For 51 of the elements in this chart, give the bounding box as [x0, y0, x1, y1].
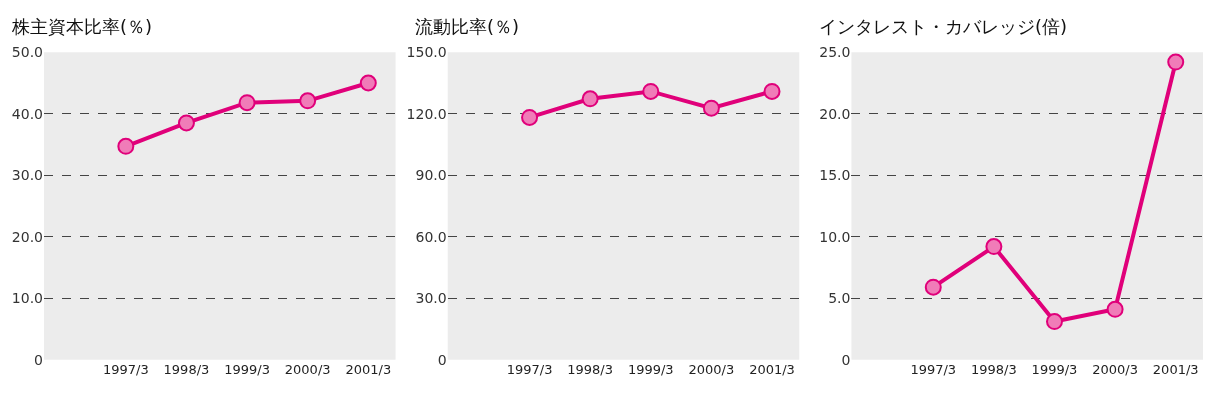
y-tick-label: 150.0: [406, 44, 447, 61]
point: [359, 74, 377, 92]
y-tick-label: 5.0: [828, 290, 851, 307]
y-tick-label: 120.0: [406, 105, 447, 122]
x-tick-label: 2001/3: [345, 361, 392, 377]
point: [642, 82, 660, 100]
x-tick-label: 1999/3: [224, 361, 270, 377]
point: [1106, 300, 1124, 318]
y-tick-label: 30.0: [11, 167, 43, 184]
point: [1167, 53, 1185, 71]
x-tick-label: 1999/3: [627, 361, 674, 377]
point: [581, 90, 599, 108]
x-tick-label: 1999/3: [1031, 361, 1078, 377]
chart-title: インタレスト・カバレッジ(倍): [819, 16, 1068, 37]
y-tick-label: 10.0: [819, 228, 851, 245]
y-tick-label: 0: [841, 351, 851, 368]
x-tick-label: 1998/3: [567, 361, 614, 377]
y-tick-label: 0: [34, 351, 43, 368]
x-tick-label: 1997/3: [102, 361, 149, 377]
point: [702, 99, 720, 117]
point: [1046, 313, 1063, 331]
x-tick-label: 2000/3: [284, 361, 331, 377]
chart-title: 株主資本比率(％): [11, 16, 153, 37]
point: [177, 114, 195, 132]
x-tick-label: 2000/3: [688, 361, 735, 377]
x-tick-label: 2001/3: [749, 361, 795, 377]
point: [117, 137, 135, 155]
y-tick-label: 15.0: [819, 167, 851, 184]
x-tick-label: 2000/3: [1092, 361, 1138, 377]
point: [924, 278, 942, 296]
point: [763, 82, 781, 100]
y-tick-label: 20.0: [11, 228, 43, 245]
x-tick-label: 1997/3: [506, 361, 553, 377]
point: [985, 238, 1003, 256]
y-tick-label: 90.0: [415, 167, 447, 184]
point: [521, 108, 539, 126]
x-tick-label: 1998/3: [163, 361, 210, 377]
chart-title: 流動比率(％): [415, 16, 520, 37]
y-tick-label: 60.0: [415, 228, 447, 245]
y-tick-label: 30.0: [415, 290, 447, 307]
y-tick-label: 25.0: [819, 44, 851, 61]
y-tick-label: 50.0: [11, 44, 43, 61]
x-tick-label: 2001/3: [1152, 361, 1199, 377]
y-tick-label: 0: [437, 351, 447, 368]
point: [238, 94, 256, 112]
point: [299, 92, 317, 110]
y-tick-label: 40.0: [11, 105, 43, 122]
x-tick-label: 1998/3: [971, 361, 1017, 377]
x-tick-label: 1997/3: [910, 361, 957, 377]
y-tick-label: 20.0: [819, 105, 851, 122]
y-tick-label: 10.0: [11, 290, 43, 307]
